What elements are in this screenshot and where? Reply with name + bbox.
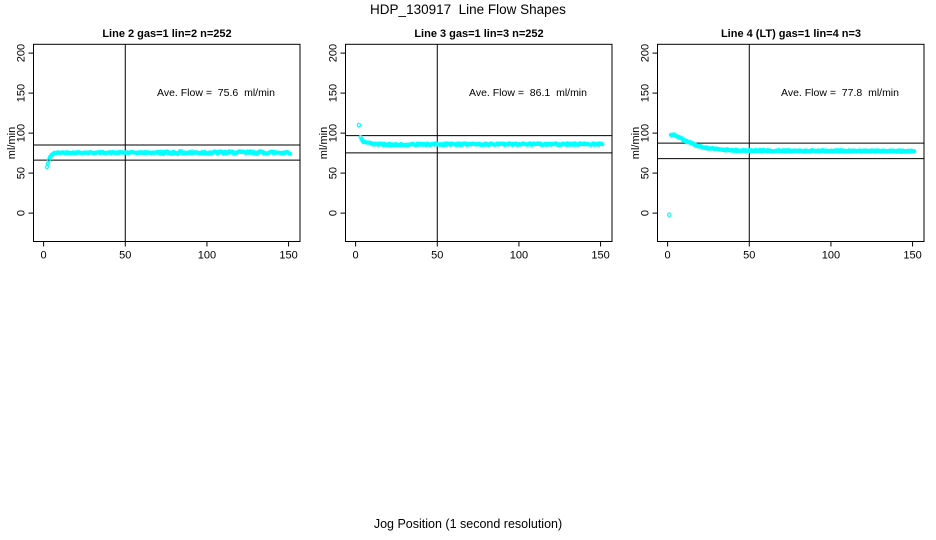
x-tick-label: 150 (903, 250, 921, 262)
plot-area: 0 50 100 150 0 50 100 150 200 (640, 43, 925, 262)
x-tick-label: 50 (431, 250, 443, 262)
data-point (44, 164, 49, 170)
y-tick-label: 100 (328, 124, 340, 142)
y-tick-label: 100 (16, 124, 28, 142)
x-tick-label: 150 (591, 250, 609, 262)
panel-line2: Line 2 gas=1 lin=2 n=252 ml/min Ave. Flo… (0, 0, 312, 540)
data-point (600, 142, 605, 147)
panel-line4: Line 4 (LT) gas=1 lin=4 n=3 ml/min Ave. … (624, 0, 936, 540)
x-tick-label: 150 (279, 250, 297, 262)
x-tick-label: 0 (41, 250, 47, 262)
data-points (356, 122, 605, 148)
figure-title: HDP_130917 Line Flow Shapes (370, 2, 566, 17)
y-tick-label: 200 (16, 44, 28, 62)
ave-flow-annotation: Ave. Flow = 77.8 ml/min (781, 87, 899, 99)
panel-title: Line 4 (LT) gas=1 lin=4 n=3 (720, 28, 862, 40)
ave-flow-annotation: Ave. Flow = 75.6 ml/min (157, 87, 275, 99)
outlier-point (666, 212, 672, 218)
data-point (288, 151, 293, 156)
y-tick-label: 50 (16, 167, 28, 179)
data-point (45, 161, 50, 166)
y-tick-label: 0 (640, 210, 652, 216)
y-tick-label: 150 (16, 84, 28, 102)
plot-box (33, 43, 301, 242)
y-tick-label: 50 (328, 167, 340, 179)
y-tick-label: 100 (640, 124, 652, 142)
data-point (912, 149, 917, 154)
panel-title: Line 3 gas=1 lin=3 n=252 (414, 28, 544, 40)
data-points (44, 149, 293, 170)
plot-area: 0 50 100 150 0 50 100 150 200 (328, 43, 613, 262)
y-tick-label: 200 (640, 44, 652, 62)
outlier-point (356, 122, 362, 128)
y-tick-label: 150 (328, 84, 340, 102)
x-tick-label: 50 (743, 250, 755, 262)
x-tick-label: 100 (198, 250, 216, 262)
plot-area: 0 50 100 150 0 50 100 150 200 (16, 43, 301, 262)
data-points (666, 132, 917, 218)
x-tick-label: 100 (822, 250, 840, 262)
x-axis-label: Jog Position (1 second resolution) (373, 517, 563, 531)
panel-line3: Line 3 gas=1 lin=3 n=252 ml/min Ave. Flo… (312, 0, 624, 540)
ave-flow-annotation: Ave. Flow = 86.1 ml/min (469, 87, 587, 99)
x-tick-label: 0 (665, 250, 671, 262)
y-tick-label: 150 (640, 84, 652, 102)
panel-title: Line 2 gas=1 lin=2 n=252 (102, 28, 232, 40)
y-tick-label: 0 (16, 210, 28, 216)
x-tick-label: 100 (510, 250, 528, 262)
plot-box (345, 43, 613, 242)
plot-box (657, 43, 925, 242)
x-tick-label: 50 (119, 250, 131, 262)
y-tick-label: 200 (328, 44, 340, 62)
x-tick-label: 0 (353, 250, 359, 262)
y-tick-label: 0 (328, 210, 340, 216)
y-tick-label: 50 (640, 167, 652, 179)
